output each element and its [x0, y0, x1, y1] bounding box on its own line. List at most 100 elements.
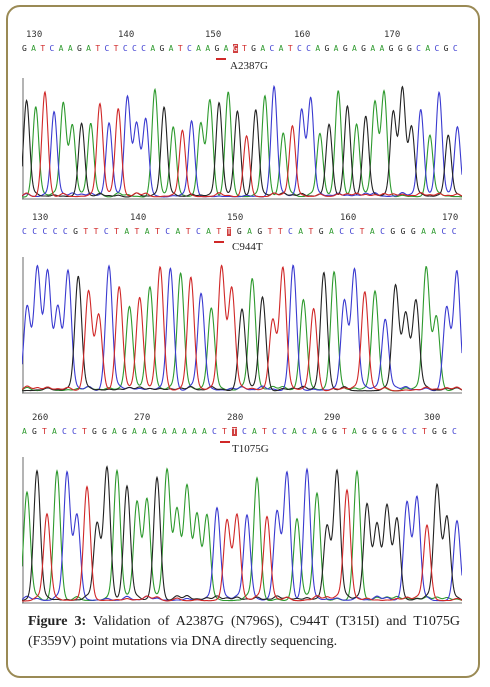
- base-call: T: [83, 227, 89, 236]
- base-call: G: [257, 227, 263, 236]
- base-call: G: [232, 44, 238, 53]
- position-tick: 170: [442, 213, 459, 223]
- base-call: T: [185, 227, 191, 236]
- base-call: G: [361, 44, 366, 53]
- base-call: C: [242, 427, 247, 436]
- base-call: C: [380, 227, 385, 236]
- trace-c: [22, 264, 462, 392]
- base-call: A: [58, 44, 64, 53]
- base-call: A: [144, 227, 150, 236]
- base-call: T: [114, 227, 119, 236]
- position-tick: 160: [340, 213, 357, 223]
- base-call: T: [226, 227, 232, 236]
- base-call: T: [177, 44, 183, 53]
- base-call: C: [269, 44, 275, 53]
- position-tick: 130: [26, 30, 43, 40]
- base-call: T: [222, 427, 227, 436]
- base-call: T: [242, 44, 247, 53]
- base-call: A: [172, 427, 177, 436]
- position-tick: 260: [32, 413, 49, 423]
- base-call: A: [333, 44, 339, 53]
- base-call: A: [150, 44, 156, 53]
- base-call: C: [195, 227, 201, 236]
- base-call: A: [252, 427, 257, 436]
- base-call: A: [162, 427, 167, 436]
- base-call: C: [32, 227, 38, 236]
- base-call: A: [352, 427, 357, 436]
- base-call: C: [62, 227, 68, 236]
- base-call: G: [152, 427, 157, 436]
- base-call: T: [113, 44, 119, 53]
- base-call: G: [32, 427, 37, 436]
- base-call: A: [260, 44, 266, 53]
- base-call: A: [370, 44, 376, 53]
- base-call: A: [205, 44, 211, 53]
- base-call: T: [267, 227, 273, 236]
- base-call: G: [318, 227, 324, 236]
- base-call: T: [277, 227, 283, 236]
- base-call: C: [306, 44, 311, 53]
- base-call: C: [441, 227, 447, 236]
- position-ruler: 130 140 150 160 170: [22, 213, 462, 225]
- trace-g: [22, 465, 462, 602]
- base-call: A: [328, 227, 334, 236]
- chromatogram-trace: [22, 457, 462, 604]
- position-tick: 140: [130, 213, 147, 223]
- base-call: C: [452, 44, 458, 53]
- base-call: G: [372, 427, 377, 436]
- position-tick: 270: [134, 413, 151, 423]
- base-call: C: [412, 427, 417, 436]
- base-call: A: [369, 227, 375, 236]
- base-call: A: [352, 44, 357, 53]
- base-call: A: [142, 427, 147, 436]
- base-call: A: [67, 44, 73, 53]
- base-call: G: [397, 44, 403, 53]
- base-call: G: [324, 44, 330, 53]
- base-call: G: [362, 427, 367, 436]
- base-call: C: [402, 427, 407, 436]
- base-call: C: [451, 227, 457, 236]
- caption-label: Figure 3:: [28, 614, 87, 629]
- base-call: A: [124, 227, 130, 236]
- base-call: A: [52, 427, 57, 436]
- base-call: G: [382, 427, 387, 436]
- base-call: T: [40, 44, 46, 53]
- base-call: A: [425, 44, 431, 53]
- base-call: A: [206, 227, 211, 236]
- base-call: C: [349, 227, 355, 236]
- base-call: T: [82, 427, 87, 436]
- base-call: G: [390, 227, 396, 236]
- base-call: G: [251, 44, 256, 53]
- base-call: A: [247, 227, 252, 236]
- base-call: G: [392, 427, 397, 436]
- base-call: G: [400, 227, 406, 236]
- base-call: G: [73, 227, 78, 236]
- base-call: A: [298, 227, 304, 236]
- mutation-underline: [216, 58, 226, 60]
- base-call: C: [104, 44, 110, 53]
- base-call: C: [452, 427, 457, 436]
- base-call: G: [122, 427, 127, 436]
- position-ruler: 130 140 150 160 170: [22, 30, 462, 42]
- base-call: C: [132, 44, 137, 53]
- base-call: A: [292, 427, 297, 436]
- mutation-label: C944T: [232, 241, 263, 253]
- base-call: G: [214, 44, 220, 53]
- base-call: A: [223, 44, 229, 53]
- base-call: C: [434, 44, 440, 53]
- mutation-label: T1075G: [232, 443, 269, 455]
- trace-t: [22, 264, 462, 392]
- base-call: C: [165, 227, 171, 236]
- base-call: C: [339, 227, 345, 236]
- caption-text: Validation of A2387G (N796S), C944T (T31…: [28, 614, 460, 649]
- position-tick: 170: [384, 30, 401, 40]
- base-call: A: [196, 44, 201, 53]
- base-call: C: [141, 44, 146, 53]
- base-call: C: [122, 44, 128, 53]
- trace-t: [22, 90, 462, 198]
- base-call: T: [262, 427, 267, 436]
- trace-g: [22, 85, 462, 198]
- base-call: G: [92, 427, 97, 436]
